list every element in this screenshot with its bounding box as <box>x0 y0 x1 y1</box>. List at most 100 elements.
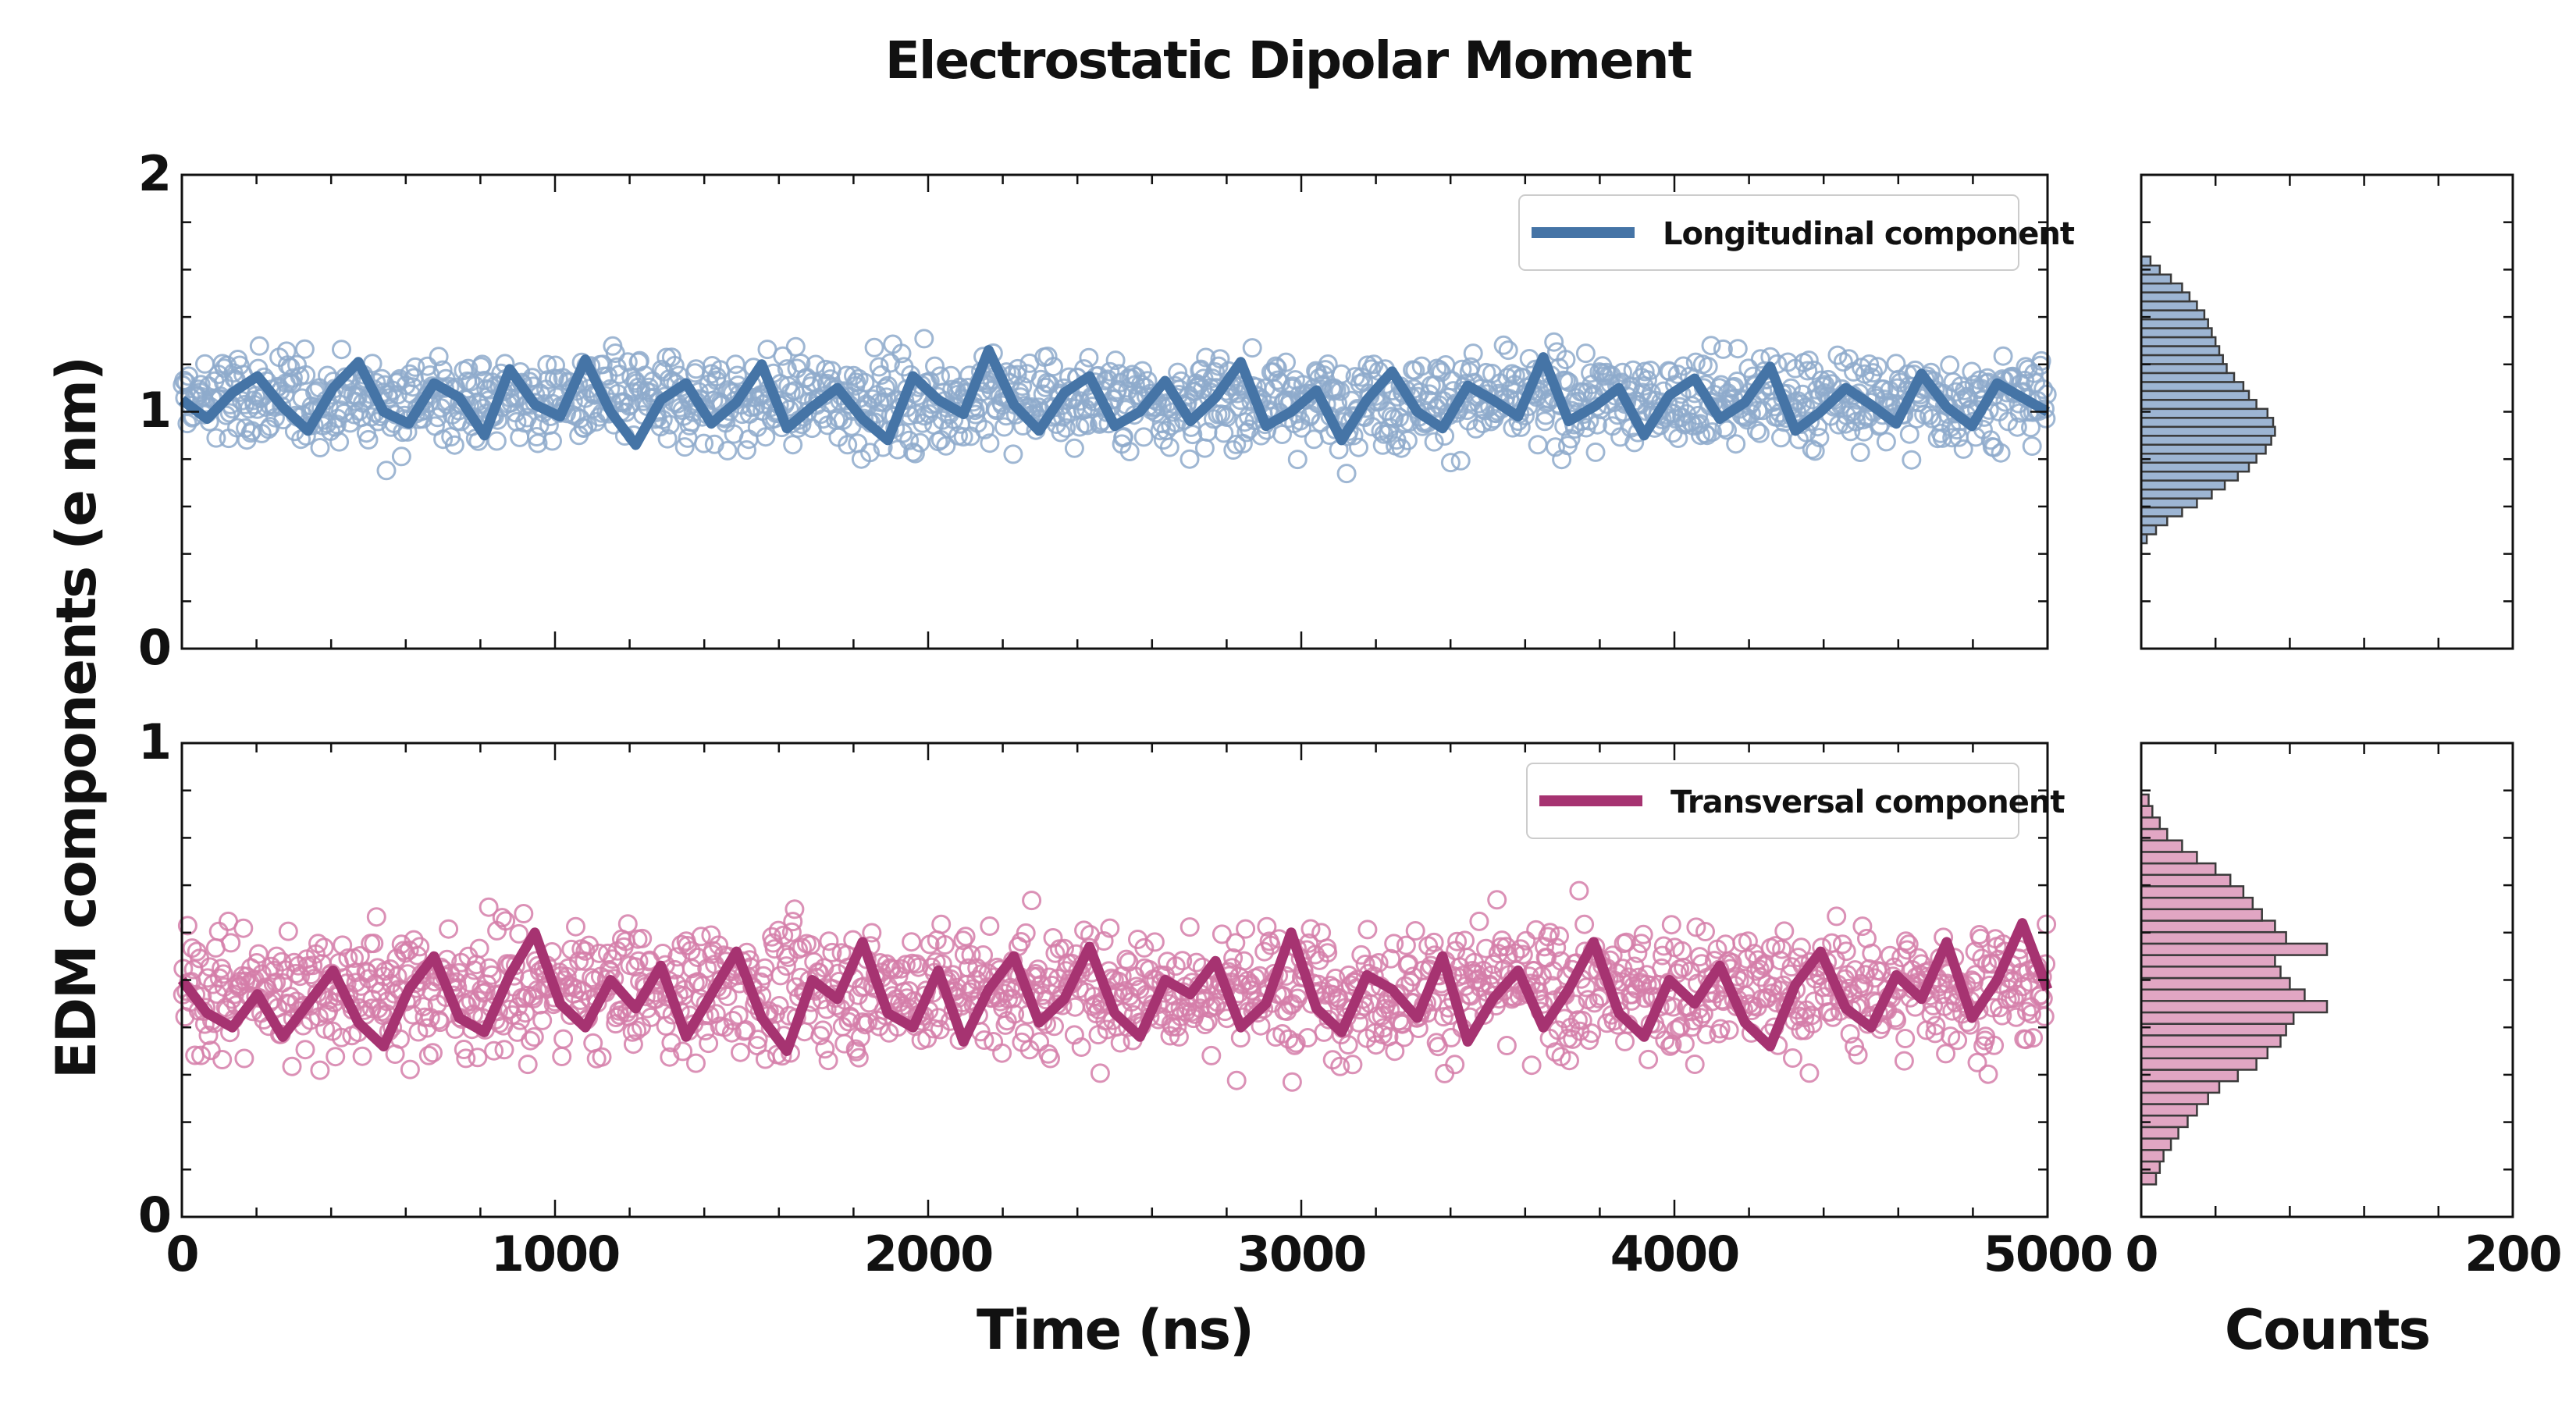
hist-x-tick-labels: 0 200 <box>2125 1225 2562 1282</box>
scatter-point <box>1403 966 1423 987</box>
scatter-point <box>1039 967 1059 987</box>
scatter-point <box>1271 372 1290 393</box>
hist-bar <box>2140 1137 2172 1151</box>
scatter-point <box>1827 906 1847 927</box>
hist-bar <box>2140 1103 2198 1117</box>
scatter-point <box>818 1051 838 1071</box>
scatter-point <box>1738 931 1758 951</box>
hist-bar <box>2140 954 2276 968</box>
hist-bar <box>2140 1045 2269 1060</box>
scatter-point <box>1472 414 1493 433</box>
scatter-point <box>1859 354 1880 374</box>
scatter-point <box>877 387 897 407</box>
scatter-point <box>1521 1055 1542 1076</box>
scatter-point <box>1638 1049 1659 1069</box>
scatter-point <box>1286 1033 1306 1053</box>
ticks-longitudinal <box>180 173 2049 650</box>
scatter-point <box>1044 357 1063 377</box>
scatter-points-longitudinal <box>173 329 2057 484</box>
scatter-point <box>346 973 366 993</box>
scatter-point <box>954 944 974 965</box>
scatter-point <box>673 1041 693 1062</box>
scatter-point <box>1717 420 1737 440</box>
scatter-point <box>1236 919 1256 939</box>
scatter-point <box>1633 924 1653 944</box>
scatter-point <box>1809 428 1830 448</box>
scatter-point <box>1771 428 1791 448</box>
scatter-point <box>1967 1052 1987 1072</box>
hist-bar <box>2140 524 2158 535</box>
scatter-point <box>423 1043 443 1063</box>
legend-longitudinal: Longitudinal component <box>1518 194 2076 271</box>
scatter-point <box>190 375 211 395</box>
scatter-point <box>1043 928 1063 948</box>
scatter-point <box>1095 1011 1115 1031</box>
hist-bar <box>2140 873 2232 887</box>
scatter-point <box>400 1059 420 1080</box>
scatter-point <box>1065 997 1085 1017</box>
scatter-point <box>1585 442 1606 462</box>
scatter-point <box>953 427 973 447</box>
scatter-point <box>358 429 379 450</box>
scatter-point <box>1902 450 1922 470</box>
scatter-point <box>1898 934 1919 955</box>
scatter-point <box>326 1047 346 1067</box>
scatter-point <box>1616 932 1636 952</box>
hist-bar <box>2140 1000 2329 1014</box>
scatter-point <box>855 1015 875 1035</box>
scatter-point <box>308 1007 329 1027</box>
y-tick-label: 2 <box>138 145 170 202</box>
hist-bar <box>2140 282 2183 293</box>
scatter-point <box>1003 444 1023 464</box>
scatter-point <box>1686 917 1706 937</box>
hist-bar <box>2140 407 2269 419</box>
scatter-point <box>461 372 481 392</box>
scatter-point <box>781 922 802 942</box>
scatter-point <box>468 1048 488 1068</box>
scatter-point <box>1483 954 1503 974</box>
scatter-point <box>347 387 368 407</box>
scatter-point <box>1674 1033 1695 1054</box>
scatter-point <box>881 353 900 373</box>
scatter-point <box>1445 1055 1465 1075</box>
scatter-point <box>1336 464 1357 484</box>
scatter-point <box>1660 1036 1680 1056</box>
scatter-point <box>1582 1023 1602 1044</box>
scatter-point <box>532 1010 553 1030</box>
scatter-point <box>1880 945 1900 966</box>
hist-bar <box>2140 327 2213 339</box>
scatter-point <box>1055 938 1074 959</box>
scatter-point <box>1991 443 2011 463</box>
scatter-point <box>1299 933 1319 953</box>
scatter-point <box>1381 948 1401 969</box>
scatter-point <box>869 357 889 377</box>
scatter-point <box>1936 1044 1956 1064</box>
scatter-point <box>405 357 425 377</box>
scatter-point <box>1662 1034 1682 1055</box>
scatter-point <box>1513 944 1533 965</box>
hist-bar <box>2140 309 2206 321</box>
scatter-point <box>992 1043 1012 1063</box>
scatter-point <box>469 938 489 959</box>
histogram-longitudinal <box>2140 173 2514 650</box>
scatter-point <box>1183 425 1203 445</box>
hist-bar <box>2140 908 2263 922</box>
scatter-point <box>229 355 250 375</box>
scatter-point <box>484 1040 504 1061</box>
scatter-point <box>1044 1016 1064 1037</box>
scatter-point <box>917 1028 938 1048</box>
y-tick-label: 0 <box>138 1186 170 1243</box>
scatter-point <box>303 955 323 976</box>
scatter-point <box>1569 880 1589 901</box>
hist-bar <box>2140 515 2169 527</box>
scatter-point <box>247 953 267 973</box>
scatter-point <box>1343 1055 1363 1075</box>
scatter-point <box>699 1033 719 1054</box>
scatter-point <box>1852 916 1873 937</box>
scatter-point <box>543 431 562 451</box>
scatter-point <box>1442 371 1462 391</box>
scatter-point <box>694 433 714 454</box>
scatter-point <box>249 336 269 356</box>
scatter-point <box>310 1060 330 1080</box>
scatter-point <box>1528 435 1548 455</box>
